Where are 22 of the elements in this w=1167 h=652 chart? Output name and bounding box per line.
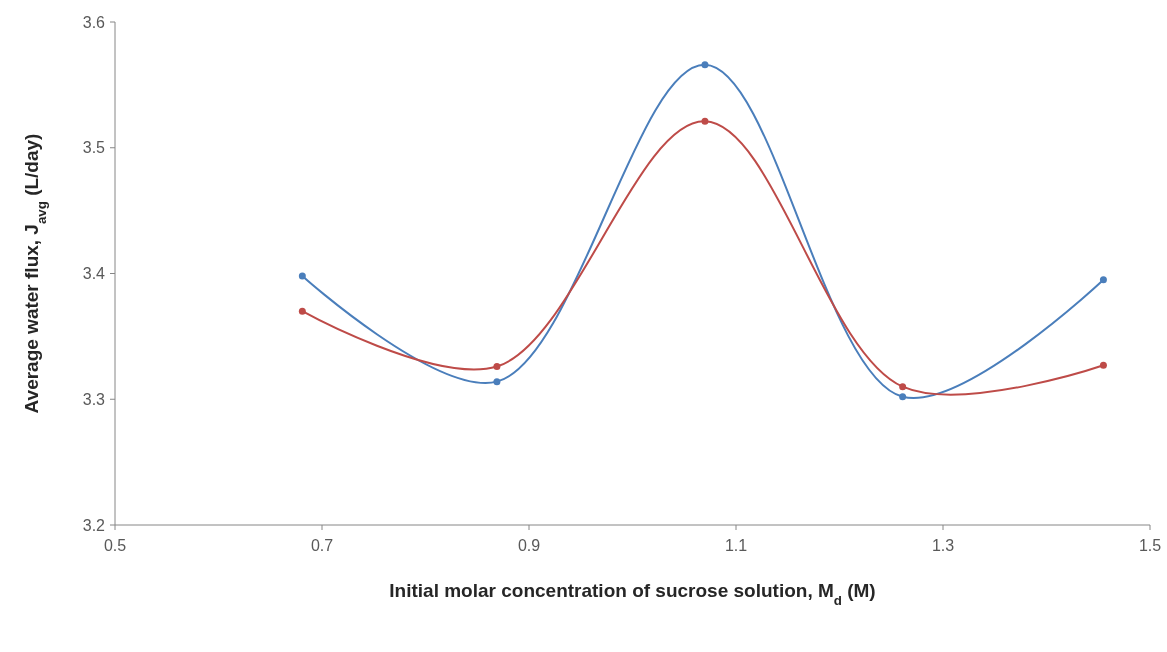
point: [899, 393, 907, 401]
y-tick-label: 3.5: [82, 139, 106, 157]
x-tick-label: 1.1: [724, 537, 748, 554]
x-tick-label: 0.5: [103, 537, 127, 554]
y-tick-label: 3.4: [82, 265, 106, 283]
x-axis-title: Initial molar concentration of sucrose solution, M$_{d}$ (M): [389, 580, 876, 608]
x-tick-label: 1.5: [1138, 537, 1162, 554]
point: [493, 378, 501, 386]
x-tick-label: 0.7: [310, 537, 334, 554]
point: [1099, 276, 1107, 284]
point: [1099, 361, 1107, 369]
y-tick-label: 3.2: [82, 516, 106, 534]
x-tick-label: 0.9: [517, 537, 541, 554]
point: [701, 117, 709, 125]
point: [899, 383, 907, 391]
y-tick-label: 3.3: [82, 390, 106, 408]
x-tick-label: 1.3: [931, 537, 955, 554]
point: [298, 272, 306, 280]
point: [298, 307, 306, 315]
y-tick-label: 3.6: [82, 13, 106, 31]
point: [493, 363, 501, 371]
point: [701, 61, 709, 69]
